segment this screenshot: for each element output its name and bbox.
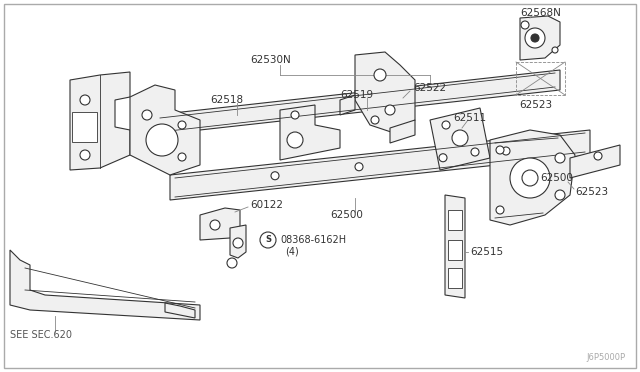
Circle shape [233,238,243,248]
Circle shape [496,206,504,214]
Text: (4): (4) [285,247,299,257]
Circle shape [442,121,450,129]
Text: 62511: 62511 [453,113,486,123]
Polygon shape [165,303,195,318]
Circle shape [555,190,565,200]
Polygon shape [170,130,590,200]
FancyBboxPatch shape [448,240,462,260]
Polygon shape [280,105,340,160]
Circle shape [525,28,545,48]
Circle shape [355,163,363,171]
Polygon shape [70,72,130,170]
Text: 62500: 62500 [540,173,573,183]
Polygon shape [340,95,355,115]
Circle shape [178,121,186,129]
FancyBboxPatch shape [72,112,97,142]
Text: 62523: 62523 [519,100,552,110]
FancyBboxPatch shape [448,268,462,288]
Circle shape [471,148,479,156]
Circle shape [555,153,565,163]
Circle shape [210,220,220,230]
Text: SEE SEC.620: SEE SEC.620 [10,330,72,340]
Circle shape [178,153,186,161]
Text: 62518: 62518 [210,95,243,105]
Polygon shape [445,195,465,298]
Text: 62500: 62500 [330,210,363,220]
Polygon shape [155,70,560,135]
Circle shape [522,170,538,186]
Polygon shape [230,225,246,258]
Circle shape [271,172,279,180]
Circle shape [452,130,468,146]
Circle shape [80,150,90,160]
Circle shape [531,34,539,42]
Circle shape [291,111,299,119]
FancyBboxPatch shape [4,4,636,368]
Polygon shape [130,85,200,175]
Circle shape [521,21,529,29]
Text: 62519: 62519 [340,90,373,100]
Circle shape [146,124,178,156]
Polygon shape [200,208,240,240]
Polygon shape [390,120,415,143]
Text: 62530N: 62530N [250,55,291,65]
Circle shape [552,47,558,53]
Circle shape [510,158,550,198]
Circle shape [594,152,602,160]
Circle shape [439,154,447,162]
Text: J6P5000P: J6P5000P [586,353,625,362]
Text: 62523: 62523 [575,187,608,197]
Text: 60122: 60122 [250,200,283,210]
Circle shape [371,116,379,124]
Polygon shape [430,108,490,170]
Text: 62515: 62515 [470,247,503,257]
Circle shape [80,95,90,105]
Circle shape [496,146,504,154]
Circle shape [502,147,510,155]
Polygon shape [570,145,620,178]
Circle shape [142,110,152,120]
Circle shape [385,105,395,115]
Polygon shape [10,250,200,320]
Circle shape [227,258,237,268]
Text: S: S [265,235,271,244]
Text: 62568N: 62568N [520,8,561,18]
Circle shape [374,69,386,81]
Polygon shape [490,130,575,225]
Text: 08368-6162H: 08368-6162H [280,235,346,245]
Circle shape [287,132,303,148]
Text: 62522: 62522 [413,83,446,93]
Polygon shape [355,52,415,135]
FancyBboxPatch shape [448,210,462,230]
Circle shape [260,232,276,248]
Polygon shape [520,16,560,60]
